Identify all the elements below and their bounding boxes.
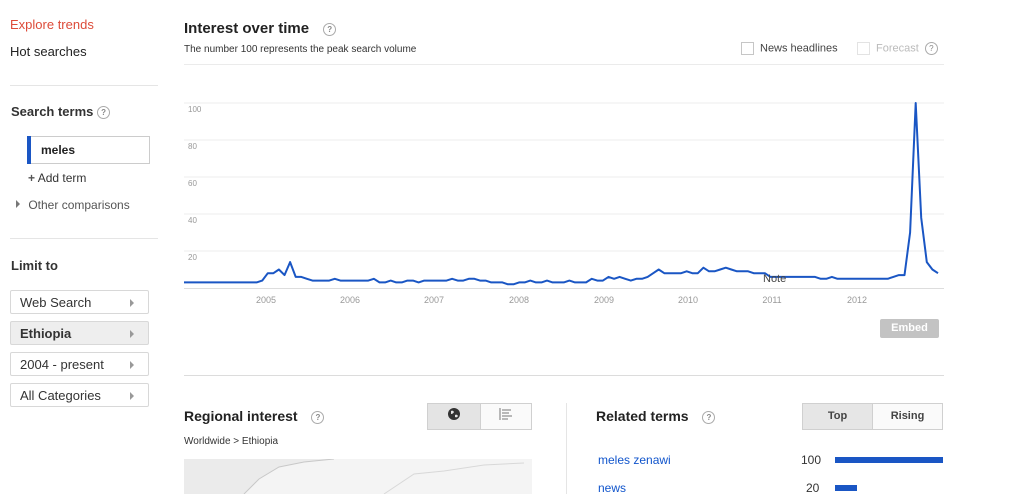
news-headlines-checkbox[interactable] — [741, 42, 754, 55]
region-select[interactable]: Ethiopia — [10, 321, 149, 345]
y-tick-label: 80 — [188, 142, 197, 151]
other-comparisons-label: Other comparisons — [28, 198, 129, 212]
related-term-link[interactable]: news — [598, 481, 626, 495]
term-color-marker — [27, 136, 31, 164]
forecast-label: Forecast — [876, 42, 919, 54]
add-term-label: Add term — [38, 171, 87, 185]
add-term-button[interactable]: + Add term — [28, 171, 86, 185]
explore-trends-link[interactable]: Explore trends — [10, 17, 94, 32]
regional-map — [184, 459, 532, 494]
x-tick-label: 2005 — [256, 295, 276, 305]
interest-chart: 100 80 60 40 20 2005 2006 2007 2008 2009 2010 2011 2… — [184, 96, 944, 311]
web-search-select[interactable]: Web Search — [10, 290, 149, 314]
divider — [10, 85, 158, 86]
regional-breadcrumb: Worldwide > Ethiopia — [184, 436, 278, 447]
tab-top[interactable]: Top — [802, 403, 873, 430]
x-tick-label: 2006 — [340, 295, 360, 305]
y-tick-label: 40 — [188, 216, 197, 225]
embed-button[interactable]: Embed — [880, 319, 939, 338]
related-term-bar — [835, 457, 943, 463]
web-search-label: Web Search — [20, 295, 91, 310]
time-range-label: 2004 - present — [20, 357, 104, 372]
news-headlines-toggle[interactable]: News headlines — [741, 42, 838, 55]
y-tick-label: 100 — [188, 105, 202, 114]
plus-icon: + — [28, 171, 35, 185]
related-term-bar — [835, 485, 857, 491]
arrow-right-icon — [130, 299, 134, 307]
search-term-box[interactable]: meles — [27, 136, 150, 164]
y-tick-label: 20 — [188, 253, 197, 262]
x-tick-label: 2007 — [424, 295, 444, 305]
forecast-toggle[interactable]: Forecast — [857, 42, 938, 55]
arrow-right-icon — [130, 330, 134, 338]
categories-select[interactable]: All Categories — [10, 383, 149, 407]
other-comparisons-toggle[interactable]: Other comparisons — [16, 198, 130, 212]
y-tick-label: 60 — [188, 179, 197, 188]
search-term-label: meles — [41, 143, 75, 157]
regional-header: Regional interest — [184, 408, 324, 424]
interest-title: Interest over time — [184, 20, 309, 37]
related-term-link[interactable]: meles zenawi — [598, 453, 671, 467]
help-icon[interactable] — [925, 42, 938, 55]
map-view-button[interactable] — [427, 403, 481, 430]
forecast-checkbox[interactable] — [857, 42, 870, 55]
caret-right-icon — [16, 200, 20, 208]
section-divider — [184, 375, 944, 376]
arrow-right-icon — [130, 361, 134, 369]
list-view-button[interactable] — [480, 403, 532, 430]
x-tick-label: 2011 — [762, 295, 781, 305]
series-line-meles — [184, 103, 938, 284]
related-term-value: 20 — [806, 481, 819, 495]
chart-top-divider — [184, 64, 944, 65]
column-divider — [566, 403, 567, 494]
interest-subtitle: The number 100 represents the peak searc… — [184, 44, 416, 55]
x-tick-label: 2009 — [594, 295, 614, 305]
help-icon[interactable] — [702, 411, 715, 424]
interest-header: Interest over time — [184, 20, 336, 37]
help-icon[interactable] — [323, 23, 336, 36]
list-icon — [499, 408, 513, 420]
related-header: Related terms — [596, 408, 715, 424]
x-tick-label: 2008 — [509, 295, 529, 305]
x-tick-label: 2010 — [678, 295, 698, 305]
tab-rising[interactable]: Rising — [872, 403, 943, 430]
related-row: meles zenawi 100 — [596, 453, 944, 469]
region-label: Ethiopia — [20, 326, 71, 341]
divider — [10, 238, 158, 239]
related-term-value: 100 — [801, 453, 821, 467]
hot-searches-link[interactable]: Hot searches — [10, 44, 87, 59]
x-tick-label: 2012 — [847, 295, 867, 305]
limit-to-heading: Limit to — [11, 258, 58, 273]
related-row: news 20 — [596, 481, 944, 497]
news-headlines-label: News headlines — [760, 42, 838, 54]
time-range-select[interactable]: 2004 - present — [10, 352, 149, 376]
help-icon[interactable] — [311, 411, 324, 424]
related-title: Related terms — [596, 408, 689, 424]
globe-icon — [447, 407, 461, 421]
regional-title: Regional interest — [184, 408, 298, 424]
categories-label: All Categories — [20, 388, 101, 403]
note-marker: Note — [763, 273, 786, 285]
search-terms-title: Search terms — [11, 104, 93, 119]
search-terms-heading: Search terms — [11, 104, 110, 119]
help-icon[interactable] — [97, 106, 110, 119]
arrow-right-icon — [130, 392, 134, 400]
